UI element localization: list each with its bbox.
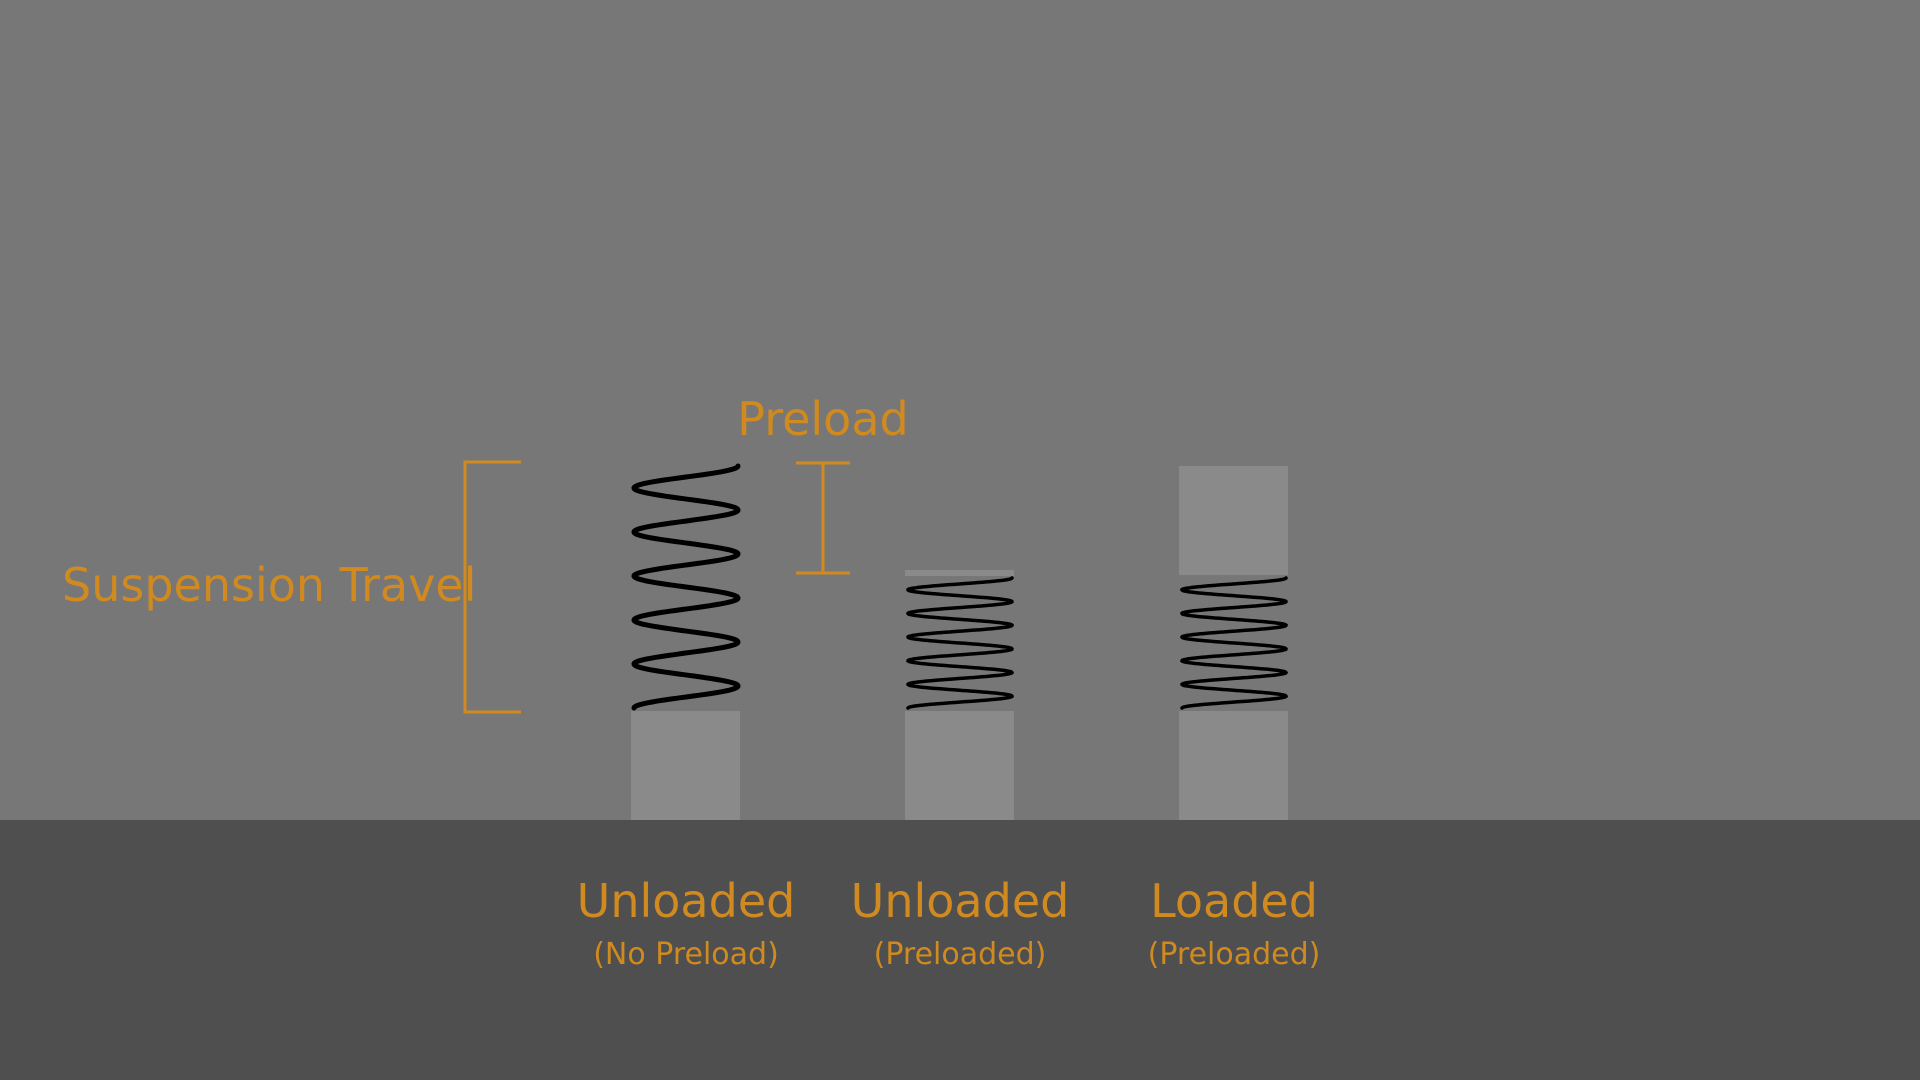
preload-cap-2 xyxy=(905,570,1014,576)
base-block-3 xyxy=(1179,711,1288,820)
spring-3 xyxy=(1179,576,1289,710)
base-block-2 xyxy=(905,711,1014,820)
preload-label: Preload xyxy=(737,392,909,446)
base-block-1 xyxy=(631,711,740,820)
state-title-3: Loaded xyxy=(1150,874,1318,928)
state-subtitle-1: (No Preload) xyxy=(593,937,779,972)
suspension-travel-bracket xyxy=(463,460,521,714)
suspension-travel-label: Suspension Travel xyxy=(62,558,477,612)
spring-1 xyxy=(631,463,741,711)
state-subtitle-2: (Preloaded) xyxy=(873,937,1047,972)
state-title-1: Unloaded xyxy=(576,874,796,928)
load-block-3 xyxy=(1179,466,1288,575)
state-title-2: Unloaded xyxy=(850,874,1070,928)
preload-marker xyxy=(796,461,850,575)
spring-2 xyxy=(905,576,1015,710)
state-subtitle-3: (Preloaded) xyxy=(1147,937,1321,972)
ground xyxy=(0,820,1920,1080)
